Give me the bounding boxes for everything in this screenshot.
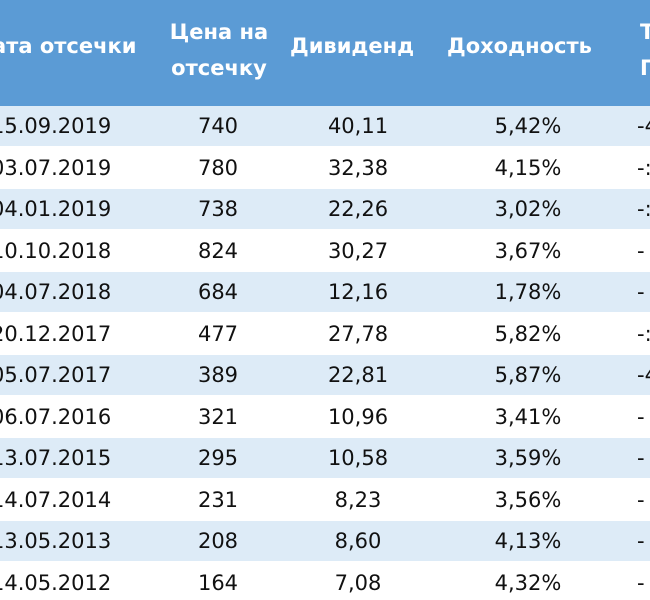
- cell-cut: -:: [637, 321, 650, 346]
- cell-cut: -: [637, 529, 645, 553]
- cell-yield: 3,41%: [494, 404, 562, 429]
- cell-price: 684: [197, 280, 239, 304]
- cell-cut: -: [637, 570, 645, 595]
- cell-yield: 3,67%: [494, 238, 562, 263]
- table-row: 06.07.2016 321 10,96 3,41% -: [0, 397, 650, 438]
- cell-dividend: 10,58: [327, 446, 389, 470]
- cell-price: 780: [197, 155, 239, 180]
- cell-cut: -: [637, 238, 645, 263]
- cell-record-date: 14.07.2014: [0, 487, 112, 512]
- cell-cut: -:: [637, 197, 650, 221]
- cell-cut: -: [637, 487, 645, 512]
- cell-record-date: 13.07.2015: [0, 446, 112, 470]
- header-record-date: ата отсечки: [0, 34, 137, 58]
- cell-price: 824: [197, 238, 239, 263]
- cell-yield: 4,32%: [494, 570, 562, 595]
- cell-yield: 5,82%: [494, 321, 562, 346]
- cell-dividend: 22,81: [327, 363, 389, 387]
- cell-price: 208: [197, 529, 239, 553]
- header-cut-line1: Т: [640, 20, 650, 44]
- header-dividend: Дивиденд: [290, 34, 415, 58]
- cell-dividend: 10,96: [327, 404, 389, 429]
- table-row: 15.09.2019 740 40,11 5,42% -4: [0, 106, 650, 147]
- cell-yield: 3,02%: [494, 197, 562, 221]
- cell-dividend: 40,11: [327, 114, 389, 138]
- cell-yield: 5,42%: [494, 114, 562, 138]
- cell-price: 231: [197, 487, 239, 512]
- cell-yield: 1,78%: [494, 280, 562, 304]
- cell-cut: -:: [637, 155, 650, 180]
- cell-cut: -: [637, 446, 645, 470]
- table-row: 04.01.2019 738 22,26 3,02% -:: [0, 189, 650, 230]
- header-record-price-line1: Цена на: [169, 20, 269, 44]
- cell-yield: 3,59%: [494, 446, 562, 470]
- cell-dividend: 12,16: [327, 280, 389, 304]
- table-row: 13.05.2013 208 8,60 4,13% -: [0, 521, 650, 562]
- cell-record-date: 20.12.2017: [0, 321, 112, 346]
- header-record-price-line2: отсечку: [171, 56, 267, 80]
- cell-price: 389: [197, 363, 239, 387]
- cell-record-date: 14.05.2012: [0, 570, 112, 595]
- cell-price: 164: [197, 570, 239, 595]
- header-yield: Доходность: [447, 34, 592, 58]
- cell-dividend: 7,08: [334, 570, 382, 595]
- cell-cut: -: [637, 404, 645, 429]
- cell-record-date: 06.07.2016: [0, 404, 112, 429]
- table-row: 14.05.2012 164 7,08 4,32% -: [0, 563, 650, 600]
- table-row: 20.12.2017 477 27,78 5,82% -:: [0, 314, 650, 355]
- cell-dividend: 30,27: [327, 238, 389, 263]
- table-row: 03.07.2019 780 32,38 4,15% -:: [0, 148, 650, 189]
- table-header: ата отсечки Цена на отсечку Дивиденд Дох…: [0, 0, 650, 106]
- cell-yield: 3,56%: [494, 487, 562, 512]
- cell-record-date: 13.05.2013: [0, 529, 112, 553]
- cell-dividend: 22,26: [327, 197, 389, 221]
- header-record-price: Цена на отсечку: [168, 14, 270, 86]
- cell-record-date: 10.10.2018: [0, 238, 112, 263]
- cell-dividend: 27,78: [327, 321, 389, 346]
- cell-dividend: 8,60: [334, 529, 382, 553]
- cell-yield: 4,13%: [494, 529, 562, 553]
- table-row: 05.07.2017 389 22,81 5,87% -4: [0, 355, 650, 396]
- cell-record-date: 03.07.2019: [0, 155, 112, 180]
- table-row: 10.10.2018 824 30,27 3,67% -: [0, 231, 650, 272]
- cell-record-date: 05.07.2017: [0, 363, 112, 387]
- cell-yield: 4,15%: [494, 155, 562, 180]
- cell-yield: 5,87%: [494, 363, 562, 387]
- cell-record-date: 04.07.2018: [0, 280, 112, 304]
- cell-dividend: 8,23: [334, 487, 382, 512]
- cell-record-date: 15.09.2019: [0, 114, 112, 138]
- table-row: 14.07.2014 231 8,23 3,56% -: [0, 480, 650, 521]
- cell-price: 321: [197, 404, 239, 429]
- cell-record-date: 04.01.2019: [0, 197, 112, 221]
- cell-cut: -4: [637, 114, 650, 138]
- cell-cut: -4: [637, 363, 650, 387]
- cell-price: 295: [197, 446, 239, 470]
- table-row: 04.07.2018 684 12,16 1,78% -: [0, 272, 650, 313]
- cell-cut: -: [637, 280, 645, 304]
- header-cut-column: Т Г: [640, 14, 650, 86]
- cell-dividend: 32,38: [327, 155, 389, 180]
- cell-price: 740: [197, 114, 239, 138]
- table-row: 13.07.2015 295 10,58 3,59% -: [0, 438, 650, 479]
- cell-price: 738: [197, 197, 239, 221]
- cell-price: 477: [197, 321, 239, 346]
- header-cut-line2: Г: [640, 56, 650, 80]
